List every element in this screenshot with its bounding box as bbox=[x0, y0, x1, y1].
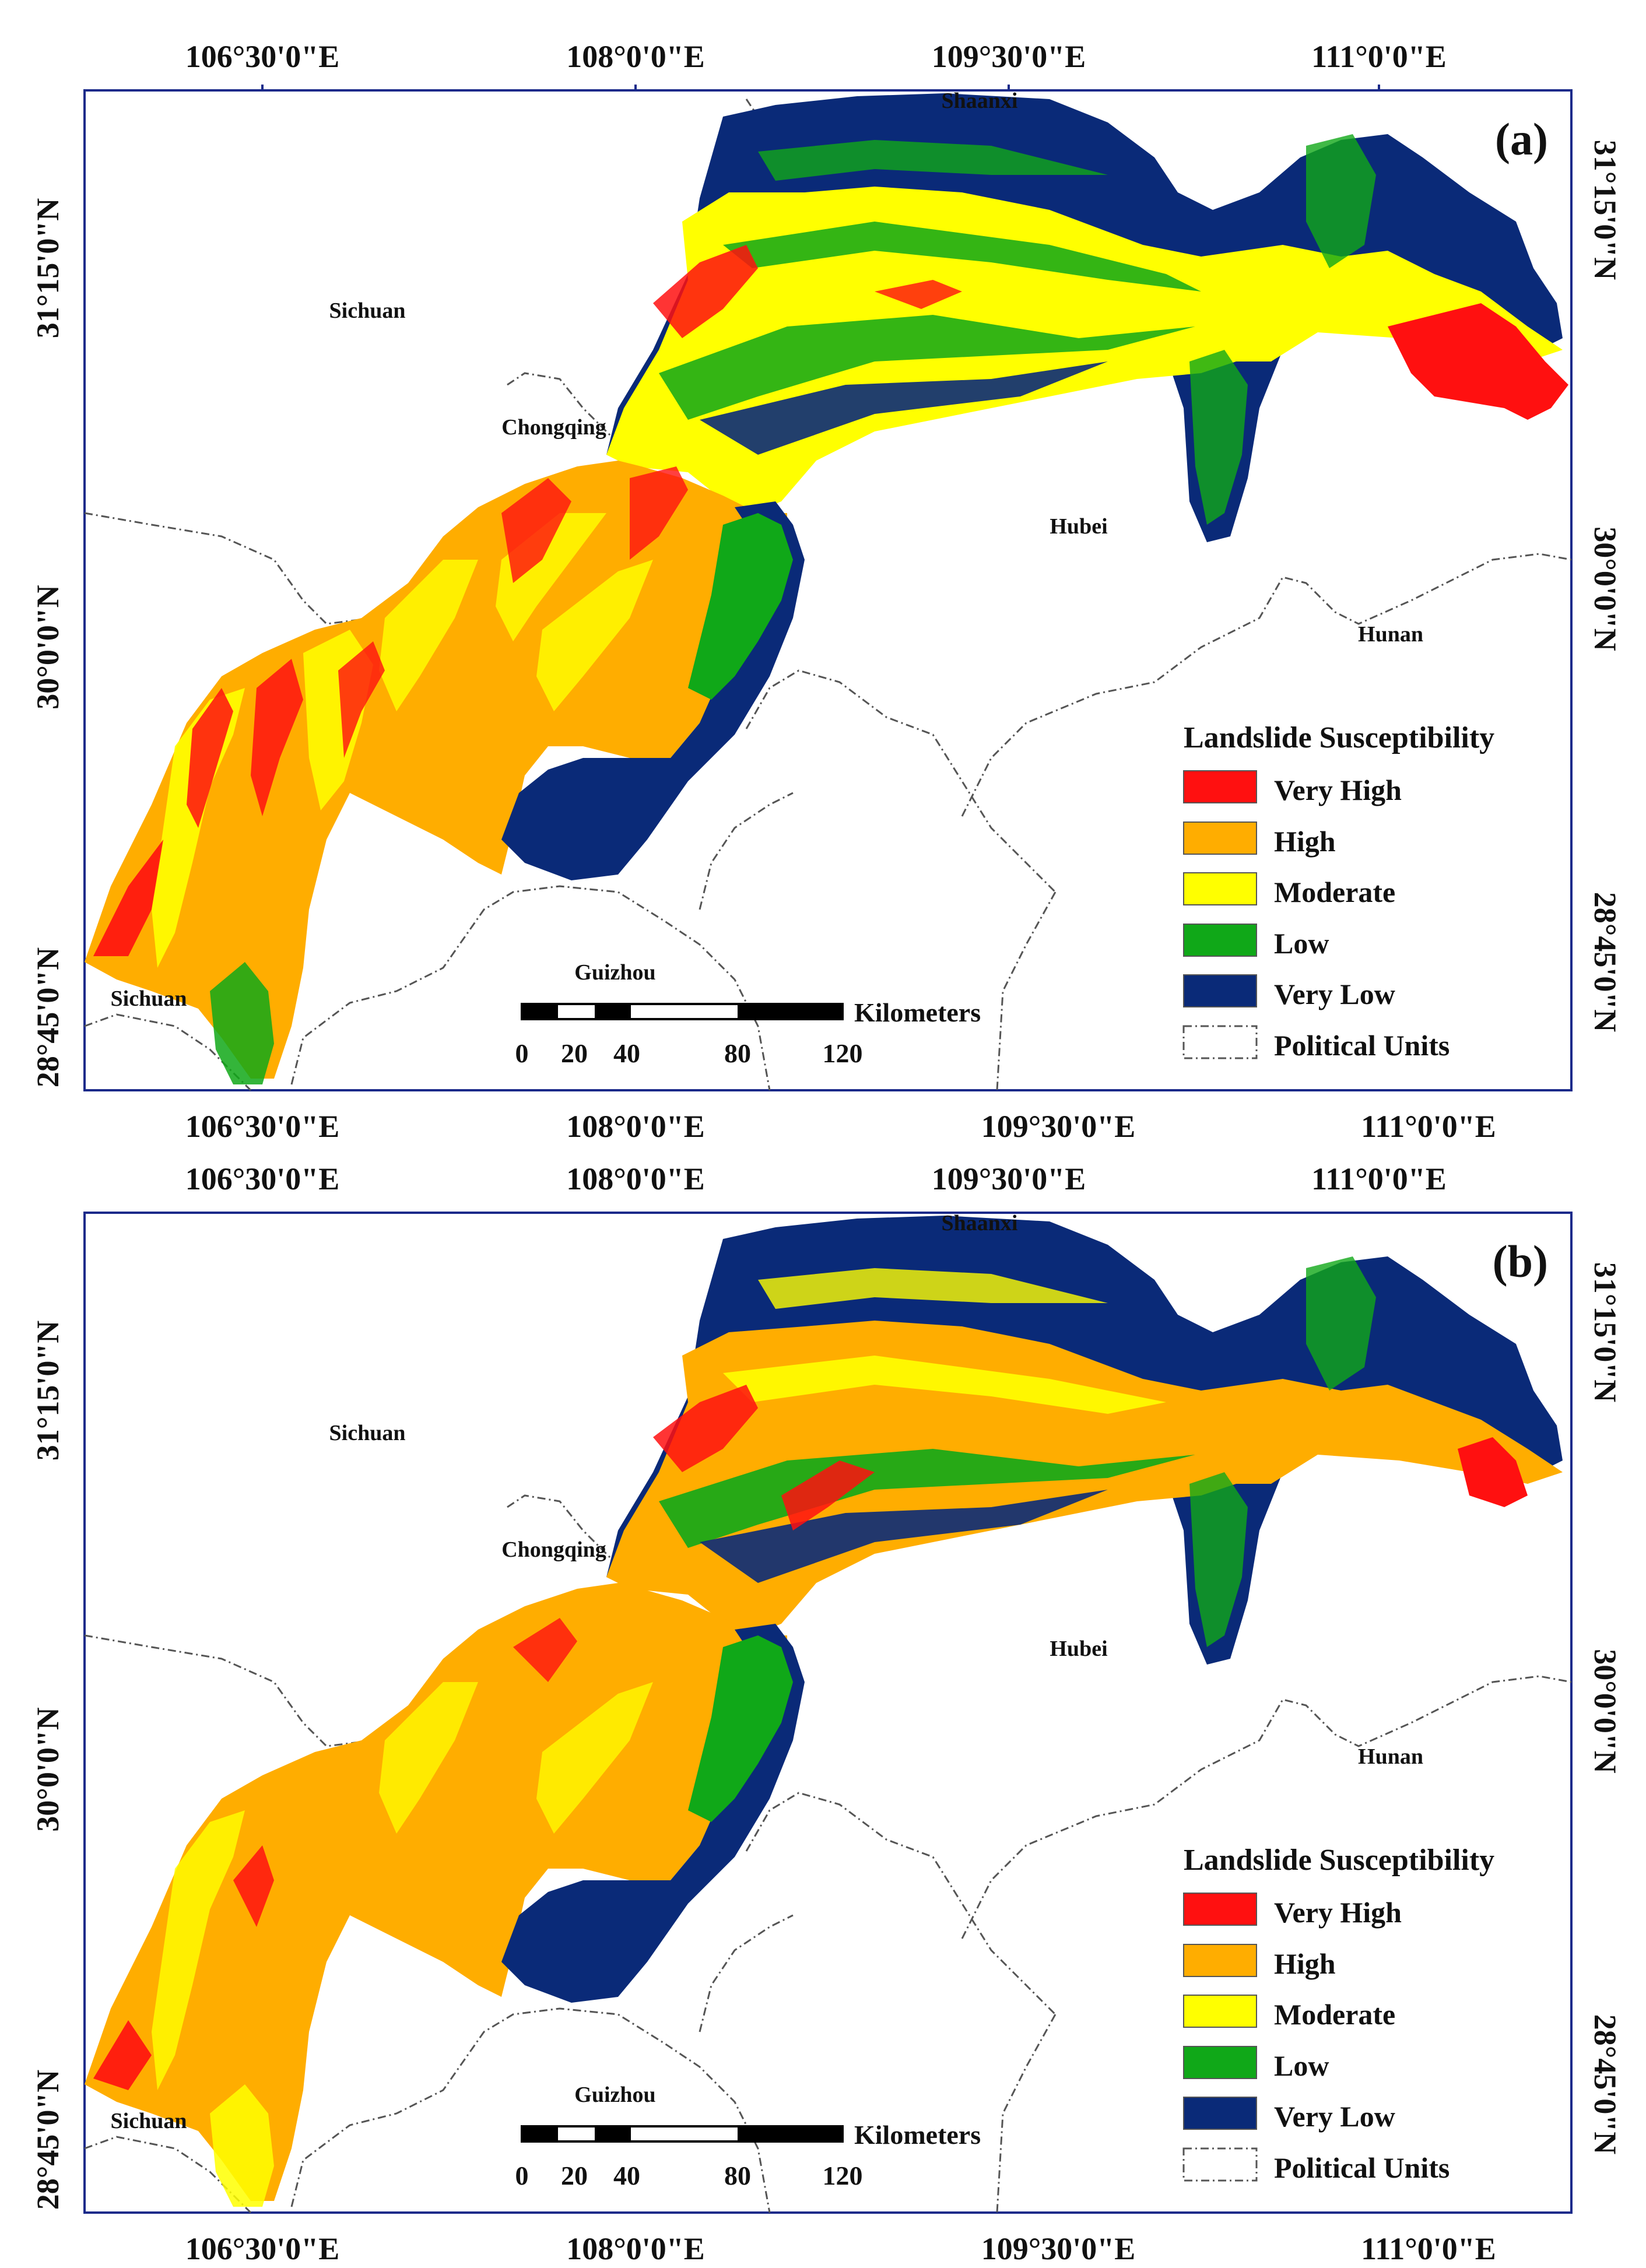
legend-title: Landslide Susceptibility bbox=[1184, 721, 1494, 754]
panel-label-b: (b) bbox=[1493, 1236, 1548, 1287]
lon-tick-bottom: 111°0'0"E bbox=[1361, 2231, 1496, 2266]
map-panel-a: 106°30'0"E 108°0'0"E 109°30'0"E 111°0'0"… bbox=[30, 39, 1623, 1144]
lon-tick-bottom: 108°0'0"E bbox=[566, 2231, 705, 2266]
place-shaanxi: Shaanxi bbox=[942, 1211, 1018, 1235]
lon-tick-top: 108°0'0"E bbox=[566, 1161, 705, 1196]
lat-tick-right: 31°15'0"N bbox=[1588, 1262, 1623, 1403]
scale-tick: 40 bbox=[613, 1038, 640, 1068]
scale-bar: Kilometers 0 20 40 80 120 bbox=[515, 2120, 981, 2190]
lon-tick-top: 111°0'0"E bbox=[1311, 1161, 1447, 1196]
scale-unit: Kilometers bbox=[854, 998, 981, 1027]
legend-label: High bbox=[1274, 1947, 1336, 1980]
legend-label: Very Low bbox=[1274, 978, 1395, 1010]
lon-tick-bottom: 108°0'0"E bbox=[566, 1109, 705, 1144]
susceptibility-raster bbox=[85, 1216, 1563, 2207]
lat-tick-left: 31°15'0"N bbox=[30, 1321, 65, 1461]
place-sichuan-south: Sichuan bbox=[111, 2109, 187, 2133]
lon-tick-bottom: 106°30'0"E bbox=[185, 1109, 340, 1144]
place-sichuan-north: Sichuan bbox=[329, 299, 406, 323]
legend-political: Political Units bbox=[1274, 1029, 1450, 1062]
legend-label: High bbox=[1274, 825, 1336, 858]
scale-tick: 40 bbox=[613, 2161, 640, 2190]
legend: Landslide Susceptibility Very High High … bbox=[1182, 1844, 1494, 2184]
place-chongqing: Chongqing bbox=[501, 1537, 606, 1562]
legend-label: Very Low bbox=[1274, 2100, 1395, 2133]
lat-tick-left: 28°45'0"N bbox=[30, 947, 65, 1088]
lat-tick-left: 30°0'0"N bbox=[30, 1707, 65, 1832]
lon-tick-bottom: 109°30'0"E bbox=[981, 2231, 1136, 2266]
place-hubei: Hubei bbox=[1050, 1637, 1107, 1661]
lon-tick-top: 108°0'0"E bbox=[566, 39, 705, 74]
scale-bar: Kilometers 0 20 40 80 120 bbox=[515, 998, 981, 1068]
scale-tick: 120 bbox=[823, 1038, 863, 1068]
lat-tick-right: 30°0'0"N bbox=[1588, 1649, 1623, 1774]
lon-tick-top: 111°0'0"E bbox=[1311, 39, 1447, 74]
place-sichuan-south: Sichuan bbox=[111, 986, 187, 1011]
lon-tick-bottom: 111°0'0"E bbox=[1361, 1109, 1496, 1144]
scale-tick: 20 bbox=[561, 1038, 588, 1068]
place-guizhou: Guizhou bbox=[574, 2083, 655, 2107]
scale-tick: 120 bbox=[823, 2161, 863, 2190]
legend-label: Very High bbox=[1274, 1896, 1402, 1929]
place-shaanxi: Shaanxi bbox=[942, 89, 1018, 113]
lon-tick-bottom: 106°30'0"E bbox=[185, 2231, 340, 2266]
scale-tick: 20 bbox=[561, 2161, 588, 2190]
lat-tick-left: 30°0'0"N bbox=[30, 585, 65, 710]
scale-tick: 80 bbox=[724, 2161, 751, 2190]
lat-tick-left: 28°45'0"N bbox=[30, 2070, 65, 2210]
legend-label: Very High bbox=[1274, 774, 1402, 806]
scale-tick: 0 bbox=[515, 1038, 529, 1068]
scale-tick: 0 bbox=[515, 2161, 529, 2190]
legend-label: Low bbox=[1274, 927, 1329, 960]
legend: Landslide Susceptibility Very High High … bbox=[1182, 721, 1494, 1062]
lat-tick-left: 31°15'0"N bbox=[30, 198, 65, 339]
lat-tick-right: 30°0'0"N bbox=[1588, 526, 1623, 651]
legend-label: Moderate bbox=[1274, 876, 1395, 908]
scale-tick: 80 bbox=[724, 1038, 751, 1068]
lon-tick-top: 106°30'0"E bbox=[185, 1161, 340, 1196]
place-chongqing: Chongqing bbox=[501, 415, 606, 440]
lat-tick-right: 31°15'0"N bbox=[1588, 140, 1623, 280]
place-guizhou: Guizhou bbox=[574, 960, 655, 985]
place-sichuan-north: Sichuan bbox=[329, 1421, 406, 1445]
lon-tick-top: 106°30'0"E bbox=[185, 39, 340, 74]
legend-label: Low bbox=[1274, 2049, 1329, 2082]
legend-political: Political Units bbox=[1274, 2151, 1450, 2184]
map-panel-b: 106°30'0"E 108°0'0"E 109°30'0"E 111°0'0"… bbox=[30, 1161, 1623, 2266]
place-hunan: Hunan bbox=[1358, 622, 1423, 647]
lon-tick-top: 109°30'0"E bbox=[932, 39, 1086, 74]
lat-tick-right: 28°45'0"N bbox=[1588, 892, 1623, 1033]
legend-title: Landslide Susceptibility bbox=[1184, 1844, 1494, 1877]
susceptibility-raster bbox=[85, 93, 1568, 1084]
panel-label-a: (a) bbox=[1495, 114, 1548, 164]
place-hubei: Hubei bbox=[1050, 514, 1107, 539]
lon-tick-top: 109°30'0"E bbox=[932, 1161, 1086, 1196]
lat-tick-right: 28°45'0"N bbox=[1588, 2014, 1623, 2155]
scale-unit: Kilometers bbox=[854, 2120, 981, 2150]
place-hunan: Hunan bbox=[1358, 1744, 1423, 1769]
lon-tick-bottom: 109°30'0"E bbox=[981, 1109, 1136, 1144]
legend-label: Moderate bbox=[1274, 1998, 1395, 2031]
